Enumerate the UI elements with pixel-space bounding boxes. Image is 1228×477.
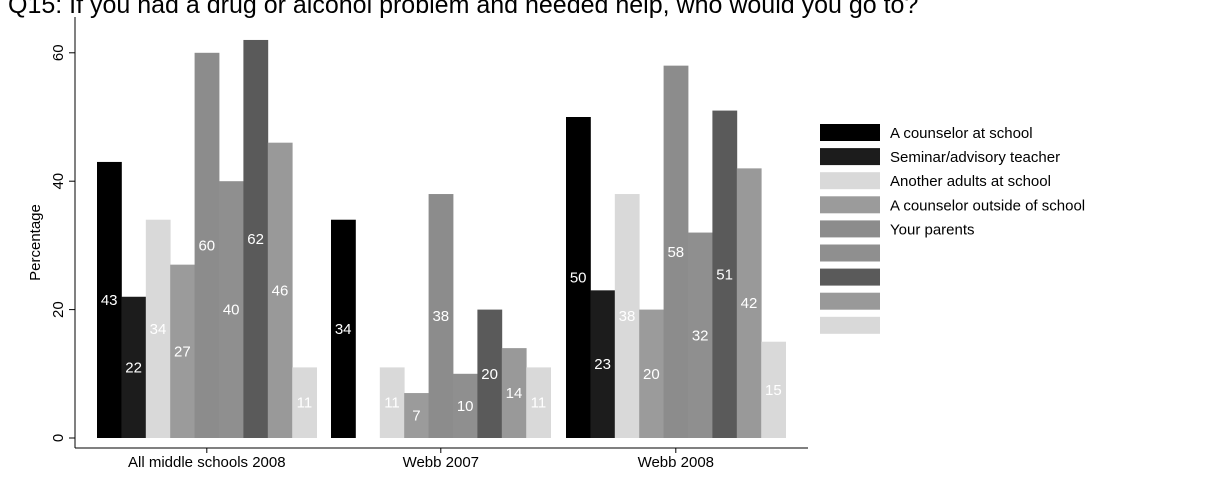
bar-value-label: 60 (198, 237, 215, 254)
bar (501, 348, 527, 438)
bar-value-label: 51 (716, 266, 733, 283)
bar-value-label: 27 (174, 343, 191, 360)
bar (453, 373, 478, 438)
bar-value-label: 11 (297, 395, 313, 412)
bar (736, 168, 762, 439)
bar (688, 232, 713, 438)
legend-label: Your parents (890, 221, 975, 238)
y-axis-label: Percentage (27, 204, 44, 281)
bar (267, 142, 293, 438)
bar (219, 181, 244, 438)
bar-value-label: 43 (101, 292, 118, 309)
bar (292, 367, 317, 438)
legend-swatch (820, 316, 880, 334)
legend-label: A counselor outside of school (890, 197, 1085, 214)
bar-value-label: 7 (412, 408, 420, 425)
y-tick-label: 60 (50, 44, 67, 61)
bar-value-label: 58 (667, 244, 684, 261)
x-tick-label: Webb 2008 (638, 454, 714, 471)
bar-value-label: 20 (481, 366, 498, 383)
legend-swatch (820, 148, 880, 166)
legend-swatch (820, 292, 880, 310)
bar (663, 65, 689, 438)
bar (566, 117, 591, 438)
bar-value-label: 11 (384, 395, 400, 412)
legend-swatch (820, 244, 880, 262)
bar-value-label: 34 (335, 321, 352, 338)
bar (331, 219, 356, 438)
bar-value-label: 34 (150, 321, 167, 338)
y-tick-label: 20 (50, 301, 67, 318)
legend-swatch (820, 268, 880, 286)
bar-value-label: 22 (125, 359, 142, 376)
bar-value-label: 11 (531, 395, 547, 412)
bar (170, 264, 195, 438)
bar-value-label: 40 (223, 302, 240, 319)
bar-value-label: 14 (506, 385, 523, 402)
legend-swatch (820, 196, 880, 214)
legend-label: Seminar/advisory teacher (890, 149, 1060, 166)
bar (639, 309, 664, 438)
bar-value-label: 42 (741, 295, 758, 312)
chart-title: Q15: If you had a drug or alcohol proble… (8, 0, 919, 19)
bar (404, 393, 429, 438)
legend-swatch (820, 124, 880, 141)
bar-value-label: 50 (570, 270, 587, 287)
legend-swatch (820, 172, 880, 190)
bar (428, 194, 454, 438)
bar (243, 39, 269, 439)
bar (194, 52, 220, 439)
x-tick-label: All middle schools 2008 (128, 454, 286, 471)
bar-value-label: 38 (619, 308, 636, 325)
y-tick-label: 0 (50, 434, 67, 442)
bar (712, 110, 738, 438)
bar-value-label: 15 (765, 382, 782, 399)
bar (526, 367, 551, 438)
bar (477, 309, 503, 438)
bar-value-label: 32 (692, 327, 709, 344)
legend-label: A counselor at school (890, 125, 1033, 142)
bar (145, 219, 171, 438)
legend-swatch (820, 220, 880, 238)
bar-value-label: 38 (432, 308, 449, 325)
bar-value-label: 62 (247, 231, 264, 248)
bar (121, 296, 147, 438)
bar-value-label: 10 (457, 398, 474, 415)
x-tick-label: Webb 2007 (403, 454, 479, 471)
y-tick-label: 40 (50, 173, 67, 190)
bar (379, 367, 405, 438)
bar (97, 161, 122, 438)
bar-value-label: 20 (643, 366, 660, 383)
bar (761, 341, 786, 438)
bar (590, 290, 616, 438)
legend-label: Another adults at school (890, 173, 1051, 190)
bar-value-label: 23 (594, 356, 611, 373)
bar (614, 194, 640, 438)
bar-value-label: 46 (272, 282, 289, 299)
